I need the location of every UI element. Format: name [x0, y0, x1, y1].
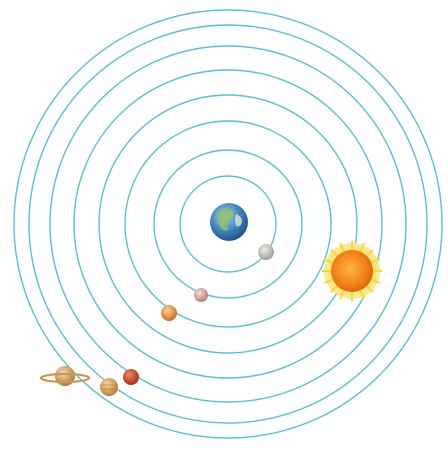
- orbit: [13, 9, 443, 439]
- saturn: [39, 366, 91, 386]
- orbit: [28, 24, 428, 424]
- orbit: [73, 69, 383, 379]
- orbit: [153, 149, 303, 299]
- sun: [322, 241, 382, 301]
- earth: [210, 203, 248, 241]
- mercury: [194, 288, 208, 302]
- mars: [123, 369, 139, 385]
- moon: [258, 244, 274, 260]
- venus: [161, 305, 177, 321]
- orbit: [98, 94, 358, 354]
- orbit: [179, 175, 277, 273]
- orbits: [13, 9, 443, 439]
- jupiter: [100, 378, 118, 396]
- orbit: [124, 120, 332, 328]
- orbit: [49, 45, 407, 403]
